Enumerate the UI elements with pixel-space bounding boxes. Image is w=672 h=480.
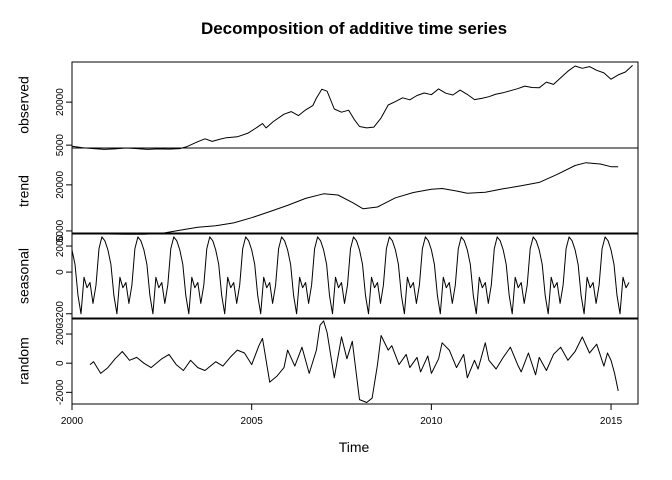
x-tick-label: 2000 — [61, 416, 84, 427]
x-tick-label: 2010 — [420, 416, 443, 427]
y-tick-label-seasonal: 2000 — [55, 234, 66, 257]
y-tick-label-random: -2000 — [55, 379, 66, 405]
panels-group: 500020000observed500020000trend-32000200… — [16, 61, 639, 405]
panel-trend: 5000 20000 trend — [16, 147, 639, 242]
panel-observed: 5000 20000 observed — [16, 61, 639, 157]
y-axis-label-random: random — [16, 337, 32, 384]
chart-title: Decomposition of additive time series — [201, 19, 507, 38]
y-tick-label-random: 0 — [55, 360, 66, 366]
x-axis: 2000 2005 2010 2015 — [61, 403, 623, 427]
y-tick-label-random: 2000 — [55, 322, 66, 345]
series-line-trend — [89, 162, 619, 235]
panel-frame-trend — [71, 147, 639, 235]
panel-frame-observed — [71, 61, 639, 149]
y-axis-label-trend: trend — [16, 175, 32, 207]
x-tick-label: 2005 — [241, 416, 264, 427]
y-axis-label-observed: observed — [16, 76, 32, 134]
y-axis-label-seasonal: seasonal — [16, 248, 32, 304]
panel-seasonal: -3200 0 2000 seasonal — [16, 232, 639, 327]
series-line-random — [89, 320, 619, 403]
y-tick-label-observed: 5000 — [55, 134, 66, 157]
y-tick-label-trend: 20000 — [55, 171, 66, 199]
x-tick-label: 2015 — [600, 416, 623, 427]
series-line-observed — [71, 65, 633, 150]
series-line-seasonal — [71, 236, 630, 315]
panel-frame-seasonal — [71, 232, 639, 320]
y-tick-label-seasonal: 0 — [55, 269, 66, 275]
y-tick-label-observed: 20000 — [55, 88, 66, 116]
y-tick-label-trend: 5000 — [55, 219, 66, 242]
y-tick-label-seasonal: -3200 — [55, 301, 66, 327]
panel-random: -2000 0 2000 random — [16, 317, 639, 405]
x-axis-label: Time — [339, 439, 370, 455]
